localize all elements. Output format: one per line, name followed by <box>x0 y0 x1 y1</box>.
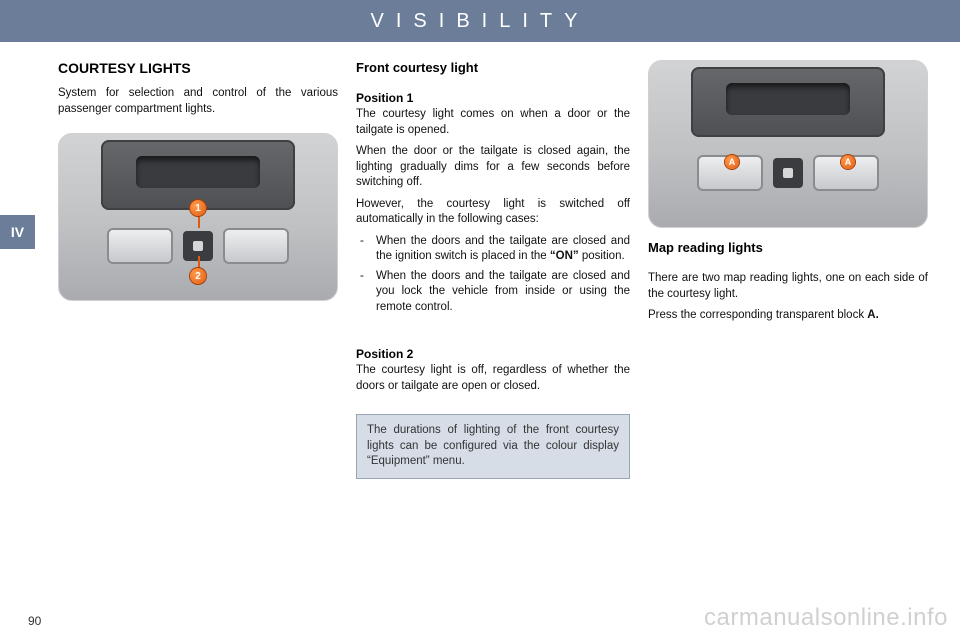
column-3: A A Map reading lights There are two map… <box>648 60 928 479</box>
courtesy-lights-intro: System for selection and control of the … <box>58 86 338 117</box>
column-1: COURTESY LIGHTS System for selection and… <box>58 60 338 479</box>
column-2: Front courtesy light Position 1 The cour… <box>356 60 630 479</box>
chapter-tab: IV <box>0 215 35 249</box>
header-bar: VISIBILITY <box>0 0 960 42</box>
li1-part-c: position. <box>579 250 625 262</box>
marker-a-right: A <box>841 155 855 169</box>
note-box: The durations of lighting of the front c… <box>356 414 630 479</box>
marker-2: 2 <box>190 268 206 284</box>
position-2-p1: The courtesy light is off, regardless of… <box>356 363 630 394</box>
li1-part-b: “ON” <box>550 250 579 262</box>
courtesy-lights-heading: COURTESY LIGHTS <box>58 60 338 76</box>
position-1-list: When the doors and the tailgate are clos… <box>356 234 630 320</box>
marker-a-right-label: A <box>845 157 852 167</box>
content-area: COURTESY LIGHTS System for selection and… <box>58 60 928 479</box>
left-light-button-2: A <box>697 155 763 191</box>
marker-1-label: 1 <box>195 203 201 214</box>
p2-part-a: Press the corresponding transparent bloc… <box>648 309 867 321</box>
map-reading-p2: Press the corresponding transparent bloc… <box>648 308 928 324</box>
position-1-p2: When the door or the tailgate is closed … <box>356 144 630 191</box>
center-switch-2 <box>773 158 803 188</box>
marker-a-left: A <box>725 155 739 169</box>
position-1-p3: However, the courtesy light is switched … <box>356 197 630 228</box>
right-light-button-2: A <box>813 155 879 191</box>
page-header-title: VISIBILITY <box>371 10 590 33</box>
front-courtesy-heading: Front courtesy light <box>356 60 630 75</box>
position-1-li1: When the doors and the tailgate are clos… <box>356 234 630 265</box>
left-light-button <box>107 228 173 264</box>
sunglasses-slot <box>136 156 260 188</box>
figure-courtesy-light: 1 2 <box>58 133 338 301</box>
position-1-p1: The courtesy light comes on when a door … <box>356 107 630 138</box>
marker-a-left-label: A <box>729 157 736 167</box>
position-1-li2: When the doors and the tailgate are clos… <box>356 269 630 316</box>
overhead-panel-2 <box>691 67 885 137</box>
map-reading-p1: There are two map reading lights, one on… <box>648 271 928 302</box>
switch-row-2: A A <box>683 147 893 199</box>
marker-2-label: 2 <box>195 271 201 282</box>
p2-part-b: A. <box>867 309 879 321</box>
page-number: 90 <box>28 614 41 628</box>
right-light-button <box>223 228 289 264</box>
position-2-label: Position 2 <box>356 347 630 361</box>
marker-1: 1 <box>190 200 206 216</box>
sunglasses-slot-2 <box>726 83 850 115</box>
marker-1-line <box>198 214 200 228</box>
watermark: carmanualsonline.info <box>704 604 948 632</box>
figure-map-reading: A A <box>648 60 928 228</box>
note-text: The durations of lighting of the front c… <box>367 423 619 470</box>
map-reading-heading: Map reading lights <box>648 240 928 255</box>
position-1-label: Position 1 <box>356 91 630 105</box>
